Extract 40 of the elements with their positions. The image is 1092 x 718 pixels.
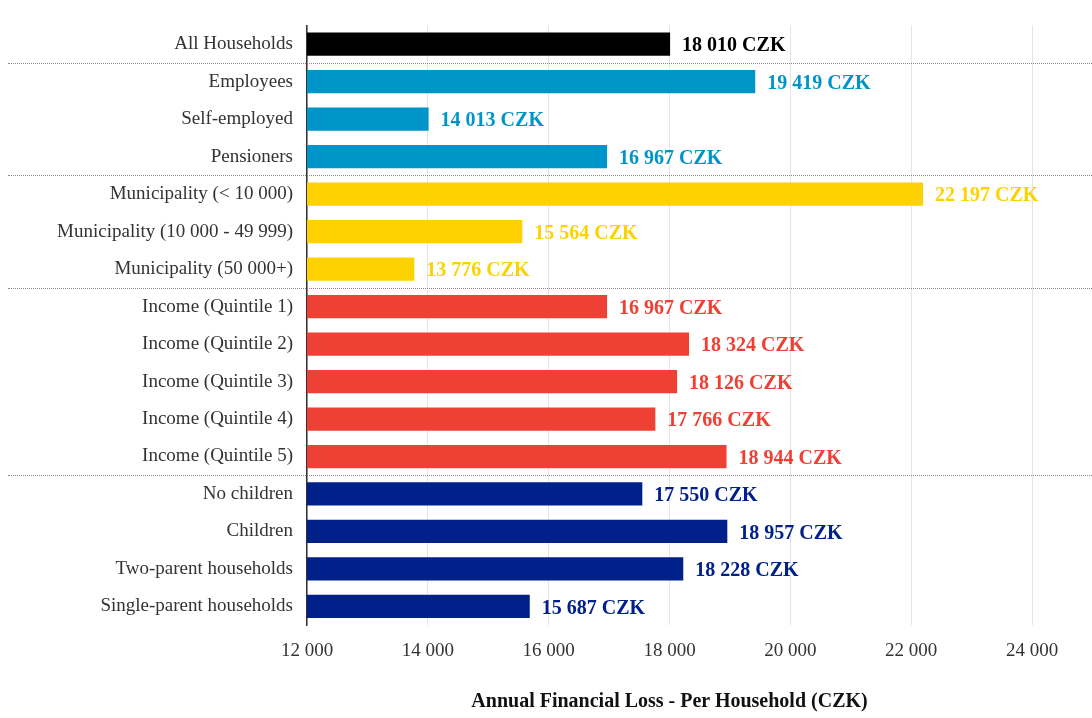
y-tick-label: Income (Quintile 1)	[142, 294, 293, 317]
data-label: 13 776 CZK	[426, 258, 531, 281]
x-tick-label: 22 000	[885, 638, 938, 660]
x-tick-label: 14 000	[401, 638, 454, 660]
data-label: 15 687 CZK	[541, 595, 646, 618]
x-axis-title: Annual Financial Loss - Per Household (CZK)	[471, 689, 868, 713]
data-label: 22 197 CZK	[935, 183, 1039, 206]
x-tick-label: 18 000	[643, 638, 696, 660]
data-label: 16 967 CZK	[619, 295, 723, 318]
y-tick-label: Pensioners	[210, 144, 293, 166]
x-tick-label: 20 000	[764, 638, 817, 660]
y-tick-label: Income (Quintile 5)	[142, 444, 293, 467]
y-tick-label: Self-employed	[181, 107, 294, 129]
data-label: 15 564 CZK	[534, 220, 639, 243]
data-label: 18 010 CZK	[682, 33, 786, 56]
y-tick-label: Two-parent households	[115, 556, 293, 578]
data-label: 19 419 CZK	[767, 70, 872, 93]
y-tick-label: Income (Quintile 4)	[142, 407, 293, 429]
x-tick-label: 24 000	[1005, 638, 1059, 660]
data-label: 17 766 CZK	[667, 408, 772, 431]
data-label: 18 957 CZK	[739, 520, 844, 543]
y-tick-label: Income (Quintile 3)	[142, 369, 293, 392]
y-tick-label: Municipality (< 10 000)	[109, 182, 293, 205]
x-tick-label: 12 000	[280, 638, 334, 660]
y-tick-label: All Households	[174, 32, 293, 54]
data-label: 18 228 CZK	[695, 558, 800, 581]
y-tick-label: Children	[226, 519, 294, 541]
y-tick-label: Income (Quintile 2)	[142, 332, 293, 355]
data-label: 18 324 CZK	[701, 333, 805, 356]
data-label: 14 013 CZK	[440, 108, 545, 131]
x-tick-label: 16 000	[522, 638, 575, 660]
data-label: 17 550 CZK	[654, 483, 759, 506]
data-label: 18 944 CZK	[738, 445, 843, 468]
data-label: 16 967 CZK	[619, 145, 723, 168]
data-label: 18 126 CZK	[689, 370, 793, 393]
y-tick-label: Municipality (50 000+)	[114, 257, 293, 280]
y-tick-label: No children	[202, 481, 294, 503]
y-tick-label: Employees	[208, 69, 293, 91]
y-tick-label: Municipality (10 000 - 49 999)	[57, 219, 293, 242]
y-tick-label: Single-parent households	[100, 594, 293, 616]
